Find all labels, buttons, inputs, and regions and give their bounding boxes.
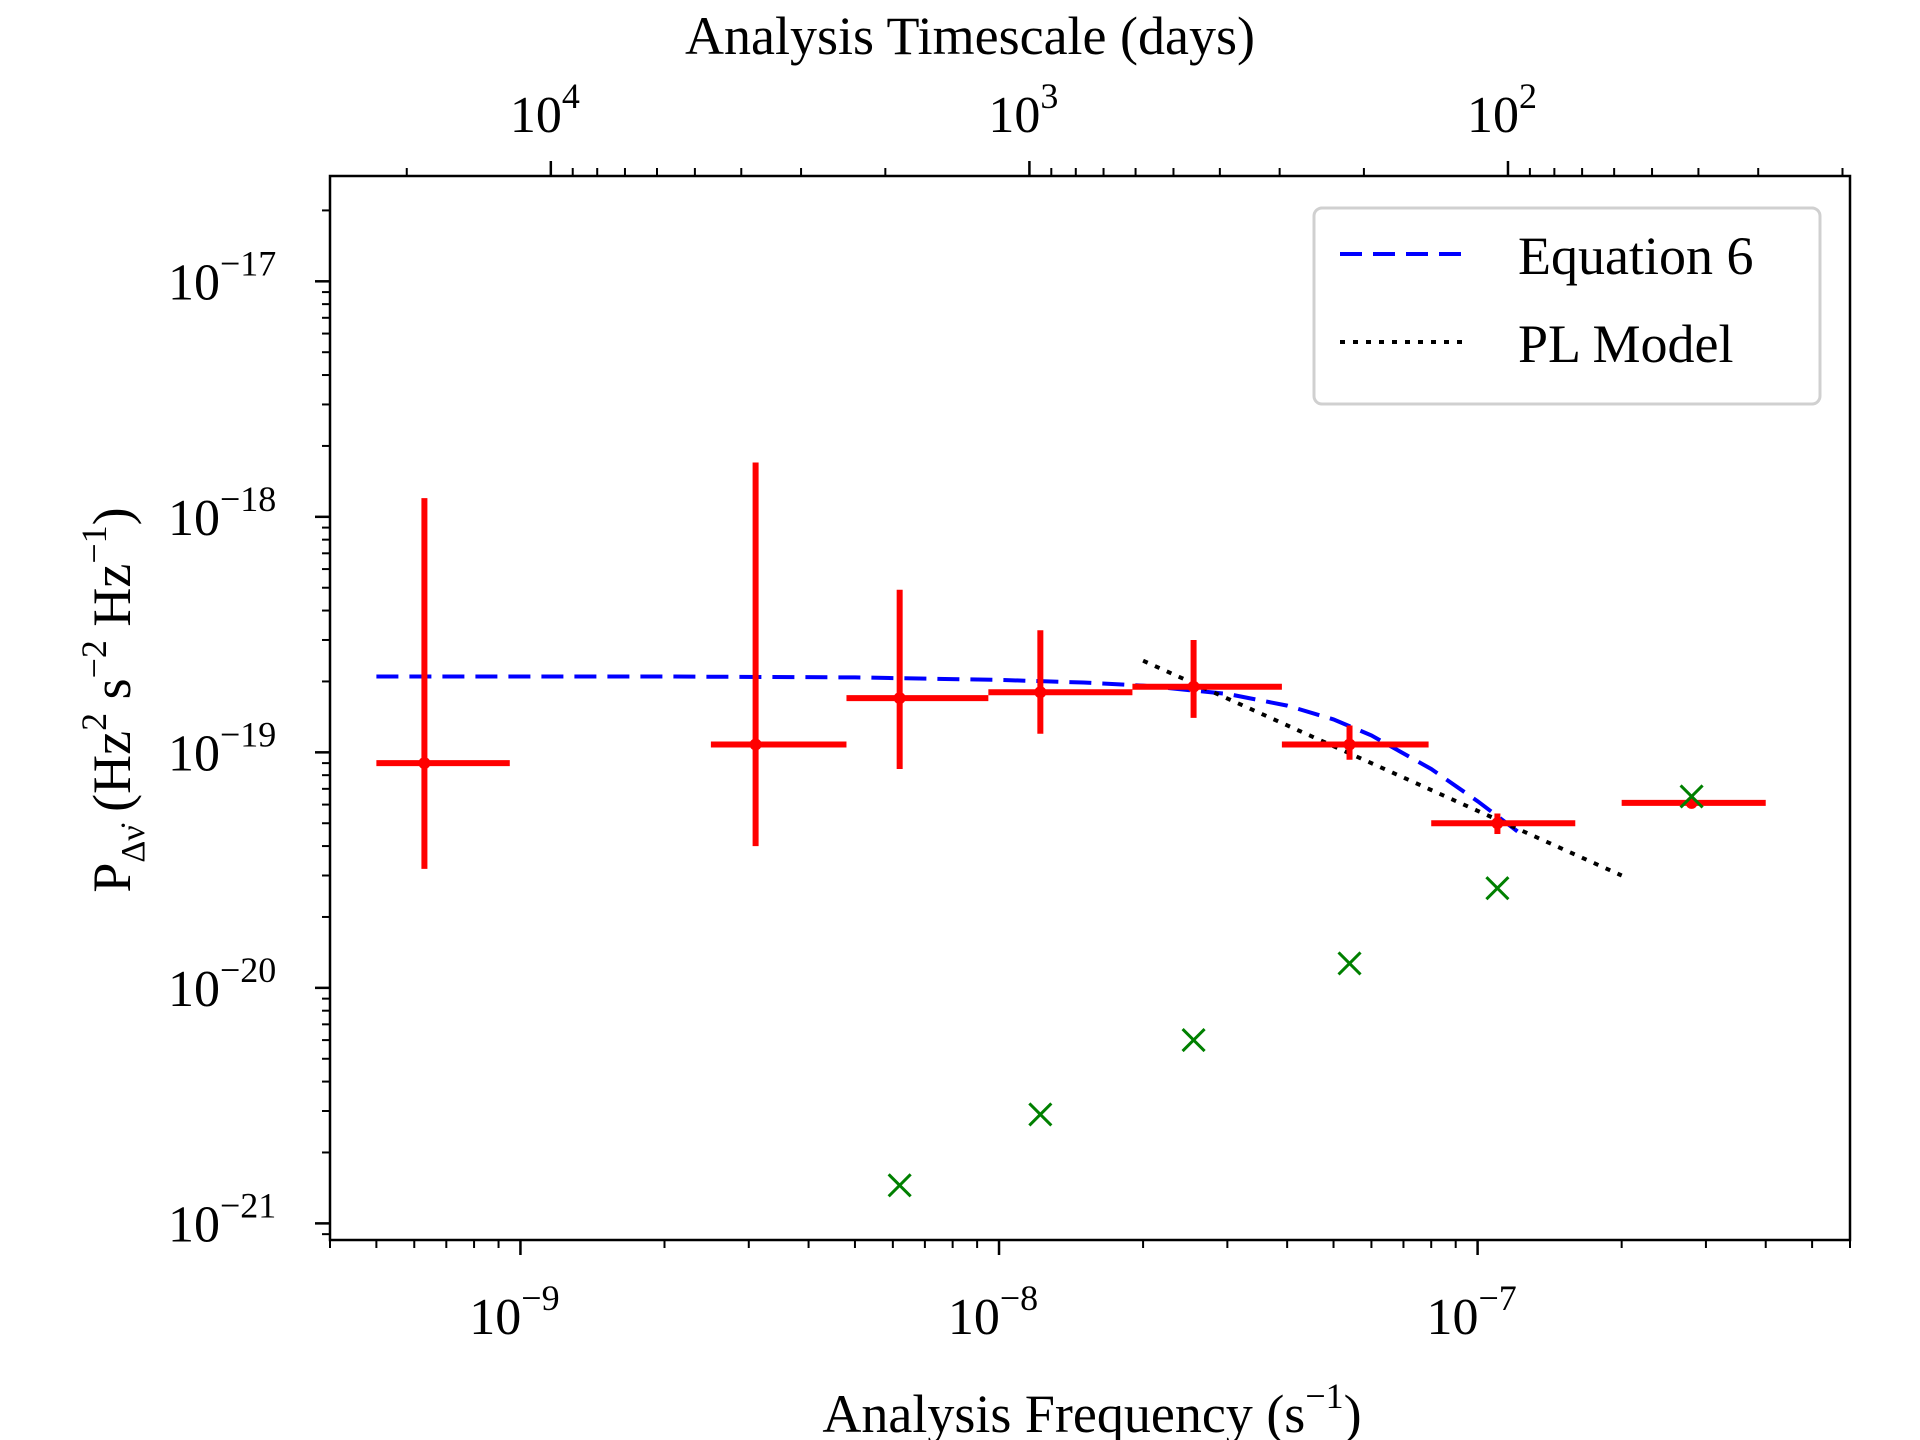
y-axis-label-exp2: −2 xyxy=(74,640,114,678)
top-axis-label: Analysis Timescale (days) xyxy=(685,6,1255,66)
legend-box xyxy=(1312,206,1822,406)
noise-marker-5 xyxy=(1485,876,1510,901)
y-axis-label-unit-s: s xyxy=(82,678,142,699)
noise-marker-6 xyxy=(1679,784,1704,809)
noise-series xyxy=(887,784,1704,1198)
y-axis-label-unit: Hz xyxy=(82,731,142,794)
x-axis-label-unit-exp: −1 xyxy=(1305,1376,1343,1416)
noise-marker-stroke xyxy=(1485,876,1510,901)
noise-marker-3 xyxy=(1181,1028,1206,1053)
errorbar-marker xyxy=(1034,686,1047,699)
errorbar-point-5 xyxy=(1132,639,1282,718)
x-tick-label: 10−7 xyxy=(1426,1278,1516,1346)
noise-marker-stroke xyxy=(1679,784,1704,809)
errorbar-point-2 xyxy=(710,462,847,847)
legend-label-equation-6: Equation 6 xyxy=(1518,226,1753,286)
legend: Equation 6 PL Model xyxy=(1312,206,1822,406)
errorbar-marker xyxy=(1491,817,1504,830)
y-tick-label: 10−20 xyxy=(168,950,276,1018)
errorbar-point-7 xyxy=(1431,813,1576,835)
x-axis-label: Analysis Frequency (s−1) xyxy=(822,1376,1361,1440)
x-axis-label-unit: s xyxy=(1284,1384,1305,1440)
y-tick-label: 10−21 xyxy=(168,1185,276,1253)
errorbar-marker xyxy=(418,757,431,770)
top-tick-label: 103 xyxy=(988,76,1058,144)
y-axis-label-exp1: 2 xyxy=(74,713,114,731)
errorbar-marker xyxy=(1343,738,1356,751)
major-ticks xyxy=(315,161,1510,1255)
noise-marker-2 xyxy=(1028,1102,1053,1127)
minor-ticks xyxy=(322,168,1851,1248)
noise-marker-stroke xyxy=(1337,951,1362,976)
y-tick-label: 10−19 xyxy=(168,714,276,782)
equation-6-curve xyxy=(376,674,1526,838)
noise-marker-4 xyxy=(1337,951,1362,976)
noise-marker-stroke xyxy=(1028,1102,1053,1127)
top-tick-label: 104 xyxy=(510,76,580,144)
errorbar-point-3 xyxy=(846,589,989,769)
x-axis-label-text: Analysis Frequency xyxy=(822,1384,1252,1440)
errorbar-marker xyxy=(749,738,762,751)
pl-model-line xyxy=(1142,658,1623,878)
y-axis-label-sub: Δν̇ xyxy=(115,823,152,862)
top-tick-label: 102 xyxy=(1467,76,1537,144)
plot-frame xyxy=(328,174,1852,1242)
equation-6-line xyxy=(376,674,1526,838)
tick-labels: 10−9 10−8 10−7 10−21 10−20 10−19 10−18 10−17 104… xyxy=(168,76,1537,1346)
legend-label-pl-model: PL Model xyxy=(1518,314,1734,374)
y-axis-label-exp3: −1 xyxy=(74,525,114,563)
noise-marker-1 xyxy=(887,1173,912,1198)
errorbar-point-4 xyxy=(988,630,1133,734)
x-tick-label: 10−8 xyxy=(948,1278,1038,1346)
x-tick-label: 10−9 xyxy=(469,1278,559,1346)
noise-marker-stroke xyxy=(887,1173,912,1198)
errorbar-point-1 xyxy=(376,498,510,869)
y-tick-label: 10−17 xyxy=(168,243,276,311)
errorbar-series xyxy=(376,462,1766,869)
errorbar-marker xyxy=(1187,680,1200,693)
errorbar-marker xyxy=(893,692,906,705)
y-axis-label-unit-hz: Hz xyxy=(82,564,142,627)
y-axis-label-text: P xyxy=(82,863,142,893)
y-axis-label: PΔν̇ (Hz2 s−2 Hz−1) xyxy=(74,507,152,892)
pl-model-curve xyxy=(1142,658,1623,878)
y-tick-label: 10−18 xyxy=(168,479,276,547)
noise-marker-stroke xyxy=(1181,1028,1206,1053)
errorbar-point-6 xyxy=(1281,725,1429,760)
